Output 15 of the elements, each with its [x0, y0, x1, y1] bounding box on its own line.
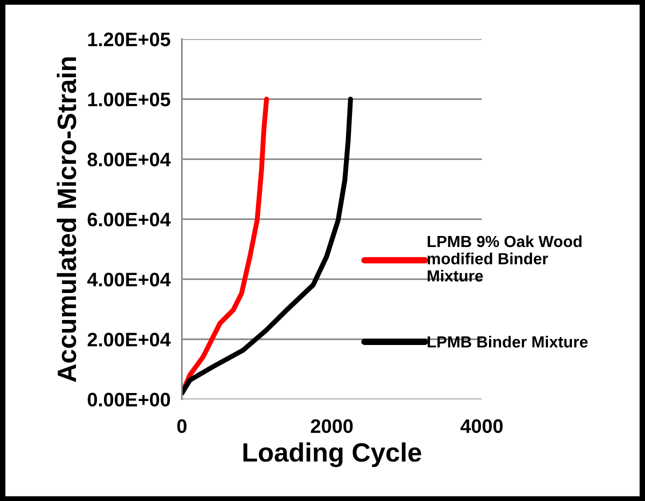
y-tick-label: 8.00E+04	[88, 152, 171, 166]
legend-label: LPMB Binder Mixture	[428, 336, 588, 348]
x-tick-label: 2000	[310, 419, 353, 434]
x-axis-title: Loading Cycle	[243, 442, 422, 468]
y-tick-label: 2.00E+04	[88, 332, 171, 346]
y-axis-title: Accumulated Micro-Strain	[56, 57, 76, 382]
x-tick-label: 0	[177, 419, 186, 434]
y-tick-label: 0.00E+00	[88, 392, 170, 407]
line-series	[182, 96, 353, 396]
y-tick-label: 4.00E+04	[87, 272, 171, 286]
y-tick-label: 6.00E+04	[88, 212, 171, 226]
y-tick-label: 1.00E+05	[88, 92, 170, 106]
y-tick-label: 1.20E+05	[88, 32, 170, 46]
x-tick-label: 4000	[460, 419, 503, 434]
legend-label: LPMB 9% Oak Wood modified Binder Mixture	[428, 235, 582, 282]
